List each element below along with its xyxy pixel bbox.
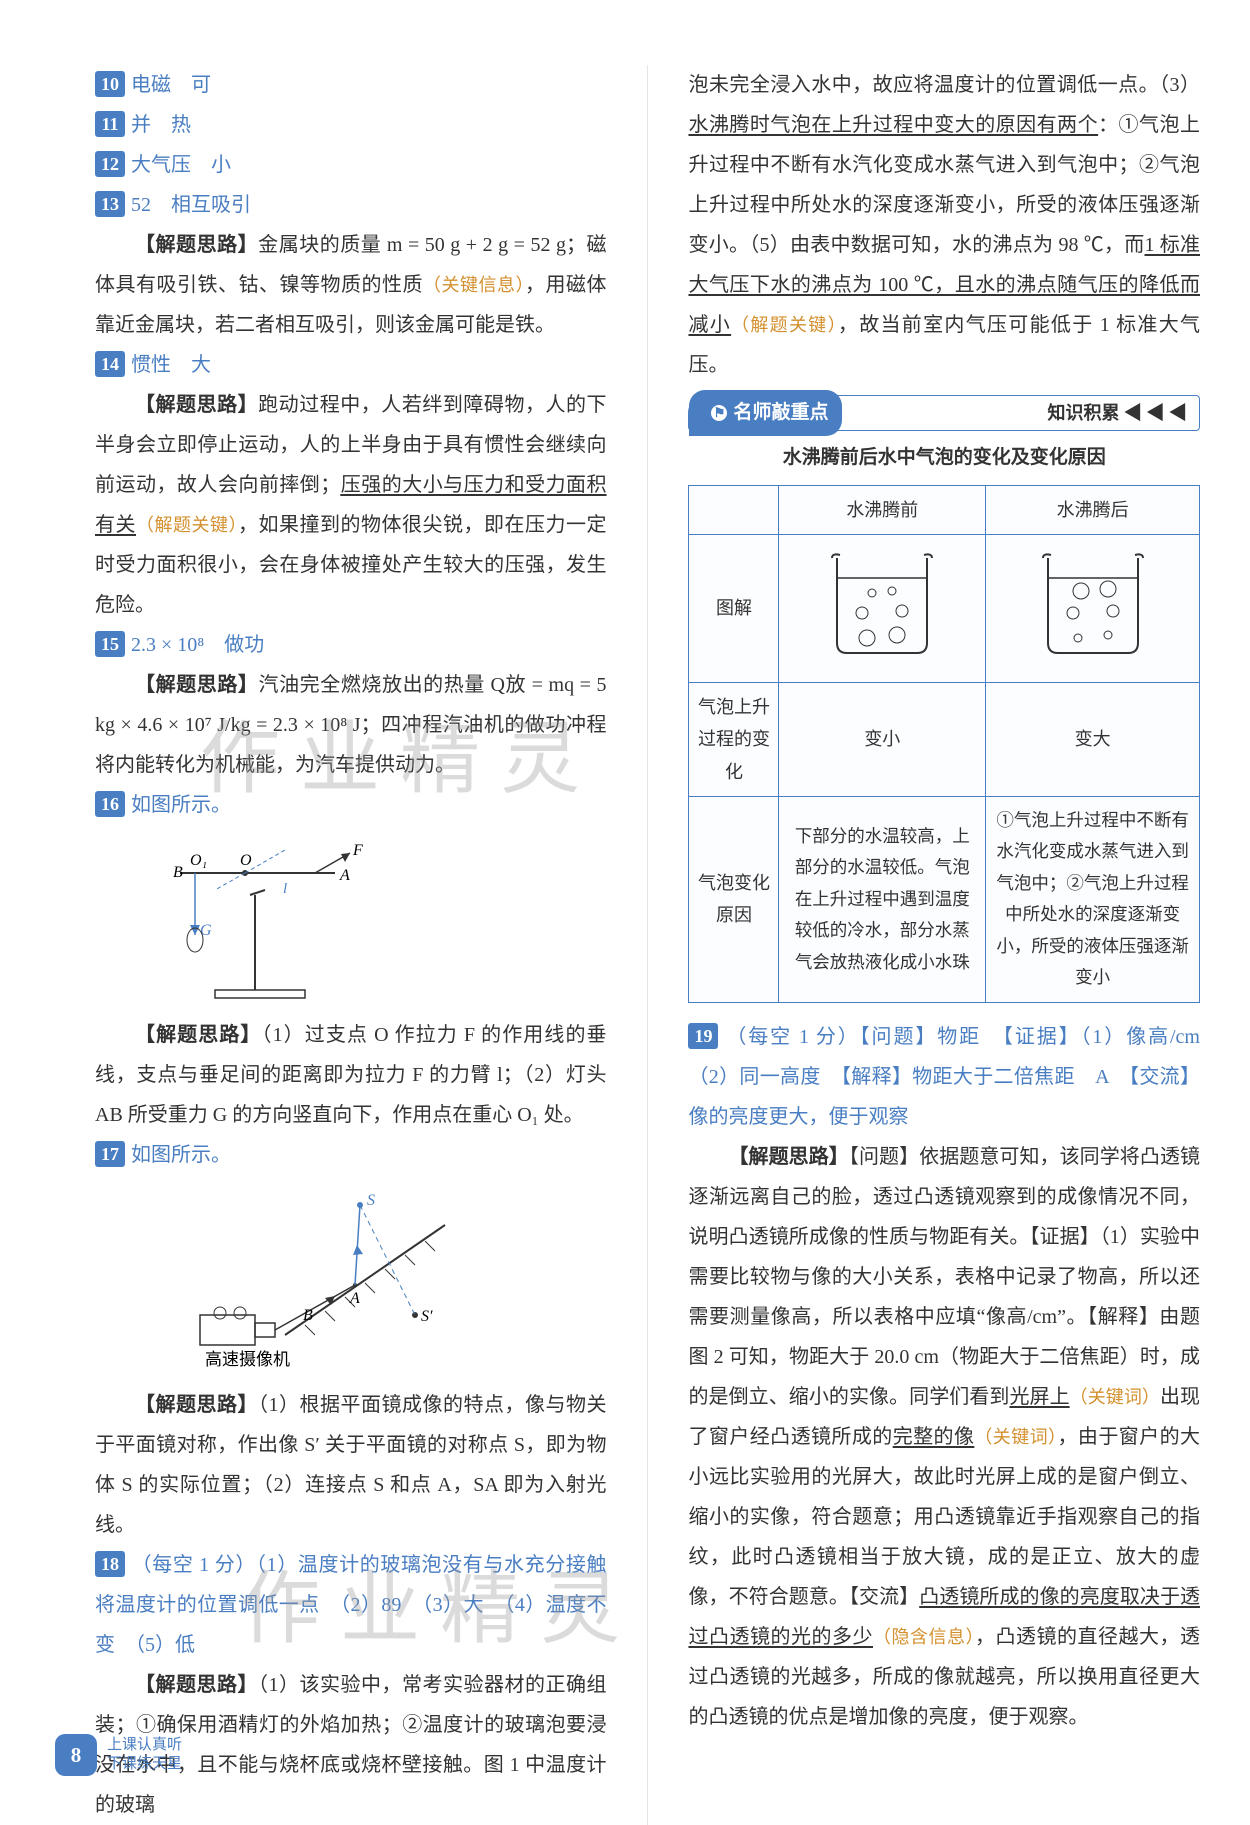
svg-text:A: A — [349, 1290, 360, 1307]
left-column: 10电磁 可 11并 热 12大气压 小 1352 相互吸引 【解题思路】金属块… — [95, 65, 607, 1825]
row-diagram: 图解 — [689, 535, 779, 682]
answer-13: 1352 相互吸引 — [95, 185, 607, 225]
table-row: 气泡变化原因 下部分的水温较高，上部分的水温较低。气泡在上升过程中遇到温度较低的… — [689, 796, 1200, 1002]
answer-15: 152.3 × 10⁸ 做功 — [95, 625, 607, 665]
diagram-16: B O O₁ F A l G — [135, 835, 647, 1005]
key-points-badge: ⚑名师敲重点 — [689, 390, 842, 436]
svg-text:G: G — [200, 922, 212, 939]
two-column-layout: 10电磁 可 11并 热 12大气压 小 1352 相互吸引 【解题思路】金属块… — [95, 65, 1200, 1825]
column-divider — [647, 65, 649, 1825]
hint-keyword: （关键词） — [974, 1427, 1057, 1447]
right-column: 泡未完全浸入水中，故应将温度计的位置调低一点。（3）水沸腾时气泡在上升过程中变大… — [688, 65, 1200, 1825]
explanation-19: 【解题思路】【问题】依据题意可知，该同学将凸透镜逐渐远离自己的脸，透过凸透镜观察… — [688, 1137, 1200, 1737]
answer-14: 14惯性 大 — [95, 345, 607, 385]
svg-text:B: B — [173, 864, 183, 881]
svg-text:B: B — [303, 1307, 313, 1324]
beaker-before — [779, 535, 986, 682]
page-footer: 8 上课认真听 下课练天星 — [55, 1734, 182, 1776]
badge-19: 19 — [688, 1023, 718, 1049]
row-reason: 气泡变化原因 — [689, 796, 779, 1002]
continuation-18: 泡未完全浸入水中，故应将温度计的位置调低一点。（3）水沸腾时气泡在上升过程中变大… — [688, 65, 1200, 385]
table-row: 图解 — [689, 535, 1200, 682]
explain-label: 【解题思路】 — [135, 1024, 262, 1046]
badge-18: 18 — [95, 1551, 125, 1577]
explanation-17: 【解题思路】（1）根据平面镜成像的特点，像与物关于平面镜对称，作出像 S′ 关于… — [95, 1385, 607, 1545]
hint-implicit: （隐含信息） — [873, 1627, 975, 1647]
explanation-13: 【解题思路】金属块的质量 m = 50 g + 2 g = 52 g；磁体具有吸… — [95, 225, 607, 345]
answer-16: 16如图所示。 — [95, 785, 607, 825]
explain-label: 【解题思路】 — [135, 1674, 258, 1696]
camera-label: 高速摄像机 — [205, 1350, 290, 1369]
hint-key-info: （关键信息） — [423, 275, 525, 295]
answer-12: 12大气压 小 — [95, 145, 607, 185]
bubble-table: 水沸腾前 水沸腾后 图解 — [688, 485, 1200, 1003]
explain-label: 【解题思路】 — [135, 394, 258, 416]
badge-13: 13 — [95, 191, 125, 217]
flag-icon: ⚑ — [711, 405, 727, 421]
key-points-header: ⚑名师敲重点 知识积累 ◀ ◀ ◀ — [688, 395, 1200, 431]
cell-smaller: 变小 — [779, 682, 986, 796]
svg-text:l: l — [283, 881, 287, 897]
explain-label: 【解题思路】 — [728, 1146, 848, 1168]
explain-label: 【解题思路】 — [135, 234, 258, 256]
explain-label: 【解题思路】 — [135, 1394, 258, 1416]
key-points-title: 水沸腾前后水中气泡的变化及变化原因 — [688, 439, 1200, 477]
col-before: 水沸腾前 — [779, 486, 986, 535]
badge-16: 16 — [95, 791, 125, 817]
svg-text:S′: S′ — [421, 1308, 433, 1325]
explain-label: 【解题思路】 — [135, 674, 259, 696]
cell-bigger: 变大 — [986, 682, 1200, 796]
svg-text:O: O — [240, 852, 252, 869]
badge-15: 15 — [95, 631, 125, 657]
badge-11: 11 — [95, 111, 125, 137]
explanation-16: 【解题思路】（1）过支点 O 作拉力 F 的作用线的垂线，支点与垂足间的距离即为… — [95, 1015, 607, 1135]
badge-17: 17 — [95, 1141, 125, 1167]
key-points-section: ⚑名师敲重点 知识积累 ◀ ◀ ◀ 水沸腾前后水中气泡的变化及变化原因 水沸腾前… — [688, 395, 1200, 1003]
hint-keyword: （关键词） — [1070, 1387, 1160, 1407]
badge-12: 12 — [95, 151, 125, 177]
reason-before: 下部分的水温较高，上部分的水温较低。气泡在上升过程中遇到温度较低的冷水，部分水蒸… — [779, 796, 986, 1002]
answer-17: 17如图所示。 — [95, 1135, 607, 1175]
answer-11: 11并 热 — [95, 105, 607, 145]
answer-10: 10电磁 可 — [95, 65, 607, 105]
diagram-17: A B S′ S 高速摄像机 — [185, 1185, 697, 1375]
col-after: 水沸腾后 — [986, 486, 1200, 535]
answer-19: 19（每空 1 分）【问题】物距 【证据】（1）像高/cm （2）同一高度 【解… — [688, 1017, 1200, 1137]
knowledge-tag: 知识积累 ◀ ◀ ◀ — [1048, 395, 1200, 431]
explanation-14: 【解题思路】跑动过程中，人若绊到障碍物，人的下半身会立即停止运动，人的上半身由于… — [95, 385, 607, 625]
page-number-badge: 8 — [55, 1734, 97, 1776]
badge-14: 14 — [95, 351, 125, 377]
beaker-after — [986, 535, 1200, 682]
footer-motto: 上课认真听 下课练天星 — [107, 1736, 182, 1775]
hint-key: （解题关键） — [136, 515, 238, 535]
hint-key: （解题关键） — [731, 315, 838, 335]
badge-10: 10 — [95, 71, 125, 97]
svg-text:S: S — [367, 1192, 375, 1209]
explanation-15: 【解题思路】汽油完全燃烧放出的热量 Q放 = mq = 5 kg × 4.6 ×… — [95, 665, 607, 785]
svg-text:A: A — [339, 867, 350, 884]
reason-after: ①气泡上升过程中不断有水汽化变成水蒸气进入到气泡中；②气泡上升过程中所处水的深度… — [986, 796, 1200, 1002]
svg-text:O₁: O₁ — [190, 852, 207, 869]
row-rise: 气泡上升过程的变化 — [689, 682, 779, 796]
svg-text:F: F — [352, 842, 363, 859]
table-row: 水沸腾前 水沸腾后 — [689, 486, 1200, 535]
answer-18: 18（每空 1 分）（1）温度计的玻璃泡没有与水充分接触 将温度计的位置调低一点… — [95, 1545, 607, 1665]
table-row: 气泡上升过程的变化 变小 变大 — [689, 682, 1200, 796]
